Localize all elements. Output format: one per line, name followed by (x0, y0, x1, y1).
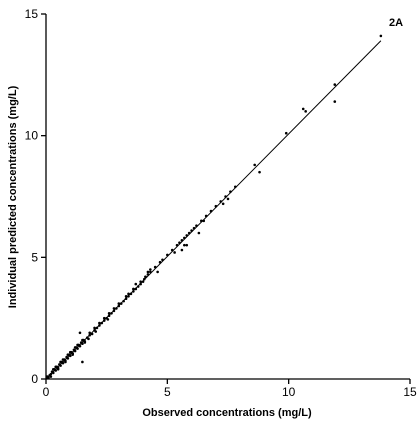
x-tick-label: 5 (164, 385, 171, 399)
x-tick-label: 10 (282, 385, 296, 399)
data-point (180, 248, 184, 252)
data-point (258, 170, 261, 174)
data-point (304, 110, 307, 113)
data-point (83, 341, 87, 344)
data-point (68, 350, 72, 354)
data-point (183, 243, 186, 247)
data-point (56, 367, 60, 371)
regression-line (45, 40, 382, 380)
data-point (94, 330, 98, 333)
data-point (93, 326, 96, 330)
data-point (71, 353, 74, 356)
data-point (78, 331, 82, 335)
y-tick-label: 5 (31, 250, 38, 264)
x-tick-label: 15 (403, 385, 417, 399)
data-point (146, 270, 150, 274)
y-tick-label: 15 (25, 7, 39, 21)
data-point (134, 282, 138, 286)
data-point (253, 163, 256, 167)
data-point (226, 197, 230, 201)
data-point (333, 100, 337, 103)
data-point (333, 83, 337, 86)
y-axis-title: Individual predicted concentrations (mg/… (7, 85, 19, 308)
data-point (173, 251, 176, 254)
data-point (149, 268, 152, 271)
data-point (98, 321, 101, 325)
data-point (221, 202, 225, 206)
data-point (73, 346, 77, 349)
data-point (49, 375, 53, 378)
data-point (66, 353, 70, 356)
data-point (64, 360, 67, 364)
data-point (51, 367, 55, 371)
data-point (59, 360, 62, 364)
data-point (156, 270, 159, 274)
data-point (185, 243, 189, 247)
x-axis-title: Observed concentrations (mg/L) (142, 407, 312, 419)
data-point (81, 338, 84, 342)
data-point (87, 337, 90, 341)
data-point (76, 343, 79, 347)
data-point (379, 34, 383, 38)
data-point (301, 107, 305, 111)
data-point (54, 365, 58, 369)
data-point (284, 131, 288, 135)
data-point (106, 318, 110, 321)
y-tick-label: 10 (25, 129, 39, 143)
data-point (81, 360, 84, 364)
x-tick-label: 0 (43, 385, 50, 399)
panel-label: 2A (389, 17, 403, 29)
data-point (197, 231, 201, 235)
y-tick-label: 0 (31, 372, 38, 386)
data-point (88, 331, 91, 335)
data-point (61, 358, 65, 361)
